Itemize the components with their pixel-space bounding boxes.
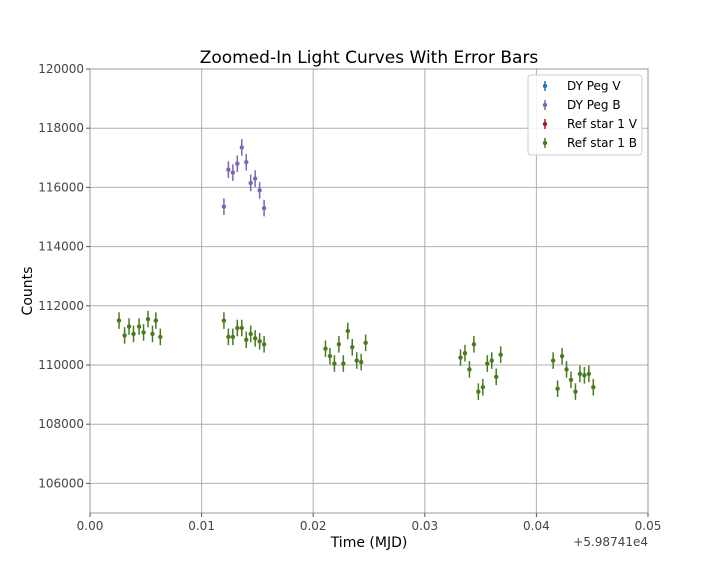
y-tick-label: 114000 <box>38 240 84 254</box>
data-point <box>480 385 486 390</box>
y-tick-label: 110000 <box>38 358 84 372</box>
data-point <box>261 342 267 347</box>
legend-marker-dot <box>542 83 548 89</box>
data-point <box>586 371 592 377</box>
x-tick-label: 0.02 <box>300 519 327 533</box>
data-point <box>248 180 253 186</box>
x-offset-label: +5.98741e4 <box>573 535 648 549</box>
y-tick-label: 106000 <box>38 476 84 490</box>
data-point <box>261 205 267 211</box>
data-point <box>485 361 490 366</box>
legend-label: Ref star 1 B <box>567 136 637 150</box>
series-1 <box>221 139 267 217</box>
x-tick-label: 0.04 <box>523 519 550 533</box>
data-point <box>568 377 574 382</box>
data-points <box>116 139 596 400</box>
data-point <box>230 170 236 175</box>
x-axis-label: Time (MJD) <box>330 535 408 551</box>
data-point <box>458 355 463 360</box>
data-point <box>345 328 350 334</box>
data-point <box>363 340 368 345</box>
data-point <box>131 331 136 337</box>
y-tick-label: 112000 <box>38 299 84 313</box>
data-point <box>126 324 132 329</box>
data-point <box>489 358 494 363</box>
y-tick-label: 120000 <box>38 62 84 76</box>
data-point <box>494 374 499 380</box>
legend-item: Ref star 1 V <box>542 117 638 131</box>
x-axis-ticks: 0.00 0.01 0.02 0.03 0.04 0.05 <box>77 513 662 533</box>
y-tick-label: 116000 <box>38 180 84 194</box>
y-axis-ticks: 106000 108000 110000 112000 114000 116000 1180… <box>38 62 90 490</box>
data-point <box>252 336 258 341</box>
data-point <box>332 361 337 366</box>
legend-item: DY Peg B <box>542 98 621 112</box>
data-point <box>248 331 253 337</box>
x-tick-label: 0.01 <box>188 519 215 533</box>
data-point <box>462 350 468 356</box>
data-point <box>354 358 359 363</box>
data-point <box>244 160 249 165</box>
data-point <box>230 334 236 340</box>
data-point <box>239 145 244 150</box>
legend-item: DY Peg V <box>542 79 621 93</box>
data-point <box>476 389 481 394</box>
data-point <box>158 334 163 340</box>
legend: DY Peg V DY Peg B Ref star 1 V Ref star 1 B <box>527 74 643 156</box>
legend-marker-dot <box>542 140 548 146</box>
y-tick-label: 118000 <box>38 121 84 135</box>
legend-label: DY Peg B <box>567 98 621 112</box>
data-point <box>252 176 258 181</box>
legend-label: DY Peg V <box>567 79 621 93</box>
data-point <box>226 167 231 172</box>
data-point <box>577 371 583 377</box>
data-point <box>564 367 569 372</box>
legend-label: Ref star 1 V <box>567 117 638 131</box>
series-3 <box>116 310 596 400</box>
data-point <box>327 353 333 359</box>
data-point <box>559 353 565 359</box>
legend-marker-dot <box>542 102 548 108</box>
legend-marker-dot <box>542 121 548 127</box>
data-point <box>239 325 244 331</box>
x-tick-label: 0.00 <box>77 519 104 533</box>
data-point <box>145 316 151 322</box>
data-point <box>136 324 142 329</box>
y-tick-label: 108000 <box>38 417 84 431</box>
legend-box <box>527 74 643 156</box>
data-point <box>244 337 249 343</box>
data-point <box>141 330 146 335</box>
data-point <box>358 359 364 365</box>
data-point <box>221 318 227 323</box>
data-point <box>555 386 560 391</box>
data-point <box>122 333 127 338</box>
x-tick-label: 0.05 <box>635 519 662 533</box>
data-point <box>471 342 477 347</box>
x-tick-label: 0.03 <box>411 519 438 533</box>
data-point <box>116 318 122 323</box>
data-point <box>341 361 346 366</box>
data-point <box>582 373 587 378</box>
data-point <box>153 318 159 323</box>
data-point <box>221 204 227 209</box>
data-point <box>226 334 231 340</box>
legend-item: Ref star 1 B <box>542 136 637 150</box>
data-point <box>498 352 503 357</box>
data-point <box>350 345 355 350</box>
data-point <box>150 331 155 337</box>
data-point <box>257 339 262 344</box>
data-point <box>235 161 240 166</box>
plot-frame <box>89 68 649 514</box>
y-axis-label: Counts <box>20 267 36 316</box>
data-point <box>467 367 472 372</box>
chart-title: Zoomed-In Light Curves With Error Bars <box>200 48 539 68</box>
data-point <box>591 385 596 390</box>
data-point <box>336 342 342 347</box>
data-point <box>573 389 578 394</box>
data-point <box>235 325 240 331</box>
data-point <box>257 188 262 193</box>
data-point <box>550 358 556 363</box>
data-point <box>323 346 328 351</box>
